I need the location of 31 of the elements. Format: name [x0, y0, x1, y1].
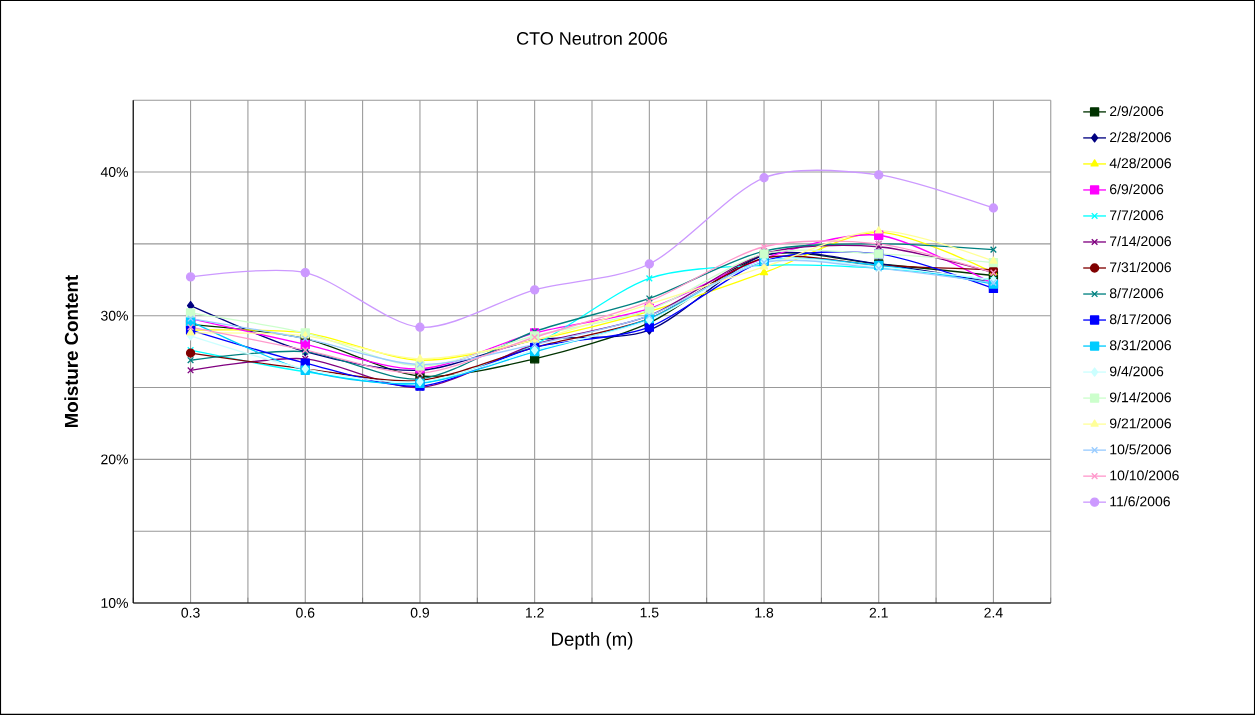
legend-label: 9/21/2006 [1109, 418, 1171, 429]
legend-label: 7/31/2006 [1110, 261, 1171, 273]
y-tick-label: 30% [101, 310, 129, 321]
x-tick-label: 1.8 [755, 607, 774, 618]
chart-title: CTO Neutron 2006 [517, 32, 668, 45]
legend-label: 8/17/2006 [1109, 314, 1171, 325]
legend-label: 7/7/2006 [1110, 209, 1164, 221]
legend-label: 7/14/2006 [1110, 235, 1171, 247]
legend-label: 8/7/2006 [1109, 287, 1164, 299]
x-tick-label: 0.6 [296, 607, 315, 618]
x-tick-label: 1.2 [525, 607, 544, 618]
legend-label: 9/4/2006 [1109, 366, 1164, 377]
x-tick-label: 2.4 [984, 607, 1003, 618]
x-tick-label: 0.9 [410, 607, 430, 618]
y-tick-label: 10% [101, 598, 129, 609]
y-tick-label: 20% [101, 454, 129, 465]
y-axis-title: Moisture Content [64, 275, 78, 428]
legend-label: 2/28/2006 [1110, 131, 1171, 143]
legend-label: 10/5/2006 [1110, 444, 1171, 455]
legend-label: 2/9/2006 [1110, 105, 1164, 117]
x-tick-label: 2.1 [869, 607, 888, 618]
x-tick-label: 1.5 [640, 607, 659, 618]
legend-label: 10/10/2006 [1110, 470, 1179, 481]
legend-label: 6/9/2006 [1110, 183, 1164, 195]
x-tick-label: 0.3 [181, 607, 200, 618]
legend-label: 4/28/2006 [1109, 157, 1171, 169]
x-axis-title: Depth (m) [552, 632, 633, 650]
legend-label: 8/31/2006 [1109, 340, 1171, 351]
legend-label: 11/6/2006 [1110, 496, 1170, 507]
y-tick-label: 40% [100, 167, 129, 178]
legend-label: 9/14/2006 [1109, 392, 1171, 403]
